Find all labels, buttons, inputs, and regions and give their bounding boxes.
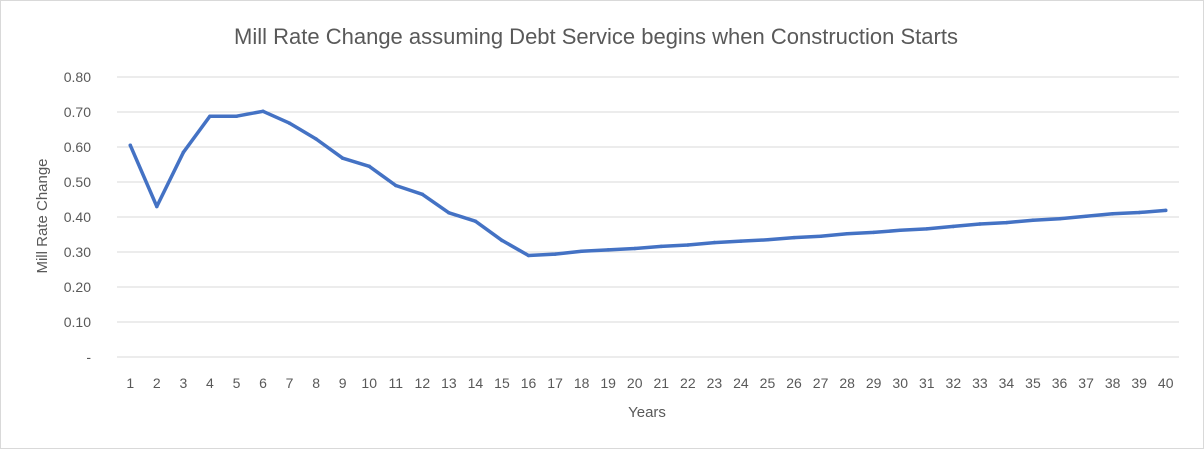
data-point [845, 232, 849, 236]
data-point [739, 239, 743, 243]
data-point [686, 243, 690, 247]
data-point [871, 230, 876, 235]
data-point [1084, 214, 1088, 219]
x-tick-label: 4 [206, 375, 214, 391]
y-tick-label: 0.10 [64, 314, 91, 330]
x-tick-label: 17 [547, 375, 563, 391]
data-point [1163, 208, 1168, 213]
x-tick-label: 20 [627, 375, 643, 391]
y-tick-label: 0.40 [64, 209, 91, 225]
data-point [1110, 212, 1115, 216]
x-tick-label: 11 [389, 375, 404, 391]
chart-title: Mill Rate Change assuming Debt Service b… [234, 24, 958, 49]
x-tick-label: 25 [760, 375, 776, 391]
data-point [659, 244, 664, 249]
x-tick-label: 18 [574, 375, 590, 391]
y-tick-label: 0.80 [64, 69, 91, 85]
x-tick-label: 8 [312, 375, 320, 391]
x-tick-label: 14 [468, 375, 484, 391]
x-tick-label: 9 [339, 375, 347, 391]
data-point [553, 252, 557, 256]
gridlines [117, 76, 1179, 358]
x-tick-label: 38 [1105, 375, 1121, 391]
data-point [181, 150, 186, 154]
x-tick-label: 3 [179, 375, 187, 391]
data-point [394, 183, 398, 188]
data-point [1137, 210, 1141, 215]
x-tick-label: 12 [415, 375, 431, 391]
x-tick-label: 13 [441, 375, 457, 391]
y-tick-label: 0.50 [64, 174, 91, 190]
x-tick-label: 34 [999, 375, 1015, 391]
series-line [128, 109, 1168, 258]
data-point [632, 246, 637, 251]
x-axis-label: Years [628, 404, 666, 421]
x-tick-label: 33 [972, 375, 988, 391]
y-tick-label: 0.20 [64, 279, 91, 295]
data-point [898, 228, 902, 233]
x-tick-label: 10 [361, 375, 377, 391]
data-point [500, 238, 504, 243]
x-tick-label: 15 [494, 375, 510, 391]
data-point [951, 224, 956, 229]
x-tick-label: 5 [233, 375, 241, 391]
x-tick-label: 2 [153, 375, 161, 391]
data-point [526, 253, 531, 258]
data-point [287, 121, 292, 125]
x-tick-label: 29 [866, 375, 882, 391]
data-point [765, 238, 770, 242]
x-tick-label: 23 [707, 375, 723, 391]
series-layer [128, 109, 1168, 258]
y-tick-label: 0.60 [64, 139, 91, 155]
data-point [978, 222, 982, 226]
x-tick-label: 22 [680, 375, 696, 391]
data-point [818, 234, 823, 238]
data-point [155, 204, 159, 209]
data-point [314, 137, 318, 141]
x-tick-label: 39 [1131, 375, 1147, 391]
y-tick-label: - [86, 349, 91, 365]
x-tick-label: 27 [813, 375, 829, 391]
data-point [792, 235, 796, 240]
data-point [1004, 220, 1009, 225]
data-point [128, 143, 133, 147]
x-tick-label: 19 [600, 375, 616, 391]
x-tick-label: 1 [126, 375, 134, 391]
x-tick-label: 40 [1158, 375, 1174, 391]
x-tick-label: 35 [1025, 375, 1041, 391]
x-tick-label: 31 [919, 375, 935, 391]
data-point [261, 109, 265, 114]
x-tick-label: 7 [286, 375, 294, 391]
x-tick-label: 28 [839, 375, 855, 391]
data-point [606, 248, 610, 252]
x-tick-label: 21 [653, 375, 669, 391]
data-point [340, 156, 345, 160]
x-tick-label: 30 [892, 375, 908, 391]
data-point [1031, 218, 1035, 222]
data-point [208, 114, 212, 118]
data-point [473, 219, 478, 223]
data-point [712, 240, 717, 245]
x-tick-label: 6 [259, 375, 267, 391]
x-tick-label: 37 [1078, 375, 1094, 391]
data-point [447, 211, 451, 215]
x-tick-label: 26 [786, 375, 802, 391]
data-point [234, 114, 239, 118]
y-tick-label: 0.30 [64, 244, 91, 260]
x-tick-label: 16 [521, 375, 537, 391]
x-tick-label: 32 [946, 375, 962, 391]
x-axis-ticks: 1 2 3 4 5 6 7 8 9 10 11 12 13 14 15 16 17 18 19 20 21 22 23 24 2… [126, 375, 1173, 391]
data-point [367, 164, 371, 168]
data-point [579, 249, 584, 254]
x-tick-label: 24 [733, 375, 749, 391]
y-axis-ticks: - 0.10 0.20 0.30 0.40 0.50 0.60 0.70 0.80 [64, 69, 92, 365]
data-point [1057, 217, 1062, 221]
y-tick-label: 0.70 [64, 104, 91, 120]
y-axis-label: Mill Rate Change [34, 158, 51, 273]
data-point [925, 227, 929, 231]
x-tick-label: 36 [1052, 375, 1068, 391]
data-point [420, 192, 425, 196]
